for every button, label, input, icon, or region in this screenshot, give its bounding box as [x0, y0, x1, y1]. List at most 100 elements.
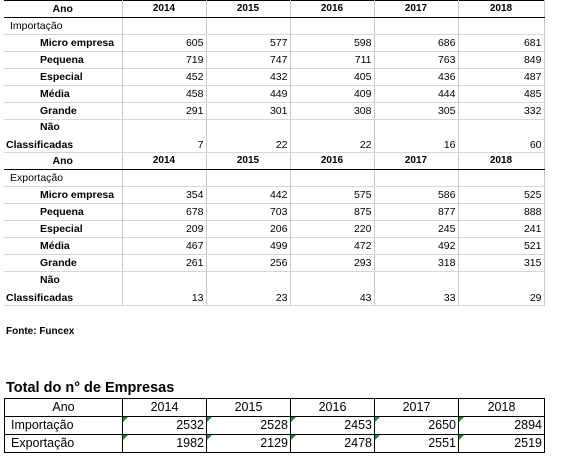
value-cell[interactable]: 305: [374, 102, 459, 120]
value-cell[interactable]: 409: [290, 85, 375, 103]
empty-cell[interactable]: [458, 17, 545, 35]
value-cell[interactable]: 43: [290, 271, 375, 306]
empty-cell[interactable]: [290, 17, 375, 35]
year-cell[interactable]: 2016: [290, 0, 375, 18]
value-cell[interactable]: 16: [374, 119, 459, 153]
empty-cell[interactable]: [290, 169, 375, 187]
value-cell[interactable]: 849: [458, 51, 545, 69]
row-label-nao-classificadas[interactable]: Não Classificadas: [4, 271, 123, 306]
year-cell[interactable]: 2014: [122, 152, 207, 170]
value-cell[interactable]: 291: [122, 102, 207, 120]
year-cell[interactable]: 2017: [374, 398, 459, 417]
value-cell[interactable]: 598: [290, 34, 375, 52]
value-cell[interactable]: 2519: [458, 434, 545, 453]
value-cell[interactable]: 60: [458, 119, 545, 153]
year-cell[interactable]: 2018: [458, 398, 545, 417]
value-cell[interactable]: 577: [206, 34, 291, 52]
value-cell[interactable]: 13: [122, 271, 207, 306]
value-cell[interactable]: 747: [206, 51, 291, 69]
header-label-cell[interactable]: Ano: [4, 398, 123, 417]
row-label[interactable]: Micro empresa: [4, 186, 123, 204]
value-cell[interactable]: 678: [122, 203, 207, 221]
row-label[interactable]: Grande: [4, 102, 123, 120]
value-cell[interactable]: 605: [122, 34, 207, 52]
year-cell[interactable]: 2018: [458, 152, 545, 170]
year-cell[interactable]: 2016: [290, 398, 375, 417]
value-cell[interactable]: 209: [122, 220, 207, 238]
row-label[interactable]: Especial: [4, 68, 123, 86]
value-cell[interactable]: 525: [458, 186, 545, 204]
value-cell[interactable]: 442: [206, 186, 291, 204]
year-cell[interactable]: 2014: [122, 398, 207, 417]
value-cell[interactable]: 261: [122, 254, 207, 272]
value-cell[interactable]: 444: [374, 85, 459, 103]
row-label[interactable]: Média: [4, 237, 123, 255]
value-cell[interactable]: 2532: [122, 416, 207, 435]
value-cell[interactable]: 318: [374, 254, 459, 272]
value-cell[interactable]: 487: [458, 68, 545, 86]
value-cell[interactable]: 1982: [122, 434, 207, 453]
section-title-export[interactable]: Exportação: [4, 169, 123, 187]
value-cell[interactable]: 575: [290, 186, 375, 204]
value-cell[interactable]: 452: [122, 68, 207, 86]
value-cell[interactable]: 2478: [290, 434, 375, 453]
value-cell[interactable]: 711: [290, 51, 375, 69]
value-cell[interactable]: 33: [374, 271, 459, 306]
value-cell[interactable]: 293: [290, 254, 375, 272]
value-cell[interactable]: 472: [290, 237, 375, 255]
year-cell[interactable]: 2017: [374, 0, 459, 18]
value-cell[interactable]: 2129: [206, 434, 291, 453]
value-cell[interactable]: 521: [458, 237, 545, 255]
value-cell[interactable]: 492: [374, 237, 459, 255]
row-label[interactable]: Importação: [4, 416, 123, 435]
value-cell[interactable]: 686: [374, 34, 459, 52]
row-label[interactable]: Pequena: [4, 203, 123, 221]
value-cell[interactable]: 458: [122, 85, 207, 103]
value-cell[interactable]: 301: [206, 102, 291, 120]
year-cell[interactable]: 2015: [206, 398, 291, 417]
value-cell[interactable]: 315: [458, 254, 545, 272]
year-cell[interactable]: 2017: [374, 152, 459, 170]
value-cell[interactable]: 241: [458, 220, 545, 238]
value-cell[interactable]: 245: [374, 220, 459, 238]
empty-cell[interactable]: [206, 169, 291, 187]
value-cell[interactable]: 2453: [290, 416, 375, 435]
value-cell[interactable]: 22: [206, 119, 291, 153]
empty-cell[interactable]: [206, 17, 291, 35]
empty-cell[interactable]: [374, 17, 459, 35]
year-cell[interactable]: 2018: [458, 0, 545, 18]
value-cell[interactable]: 586: [374, 186, 459, 204]
value-cell[interactable]: 206: [206, 220, 291, 238]
row-label[interactable]: Micro empresa: [4, 34, 123, 52]
value-cell[interactable]: 485: [458, 85, 545, 103]
row-label[interactable]: Especial: [4, 220, 123, 238]
value-cell[interactable]: 405: [290, 68, 375, 86]
value-cell[interactable]: 467: [122, 237, 207, 255]
value-cell[interactable]: 877: [374, 203, 459, 221]
row-label-nao-classificadas[interactable]: Não Classificadas: [4, 119, 123, 153]
value-cell[interactable]: 719: [122, 51, 207, 69]
value-cell[interactable]: 354: [122, 186, 207, 204]
value-cell[interactable]: 432: [206, 68, 291, 86]
value-cell[interactable]: 449: [206, 85, 291, 103]
value-cell[interactable]: 888: [458, 203, 545, 221]
value-cell[interactable]: 763: [374, 51, 459, 69]
section-title-import[interactable]: Importação: [4, 17, 123, 35]
value-cell[interactable]: 436: [374, 68, 459, 86]
value-cell[interactable]: 22: [290, 119, 375, 153]
value-cell[interactable]: 332: [458, 102, 545, 120]
value-cell[interactable]: 220: [290, 220, 375, 238]
value-cell[interactable]: 875: [290, 203, 375, 221]
row-label[interactable]: Pequena: [4, 51, 123, 69]
value-cell[interactable]: 2650: [374, 416, 459, 435]
year-cell[interactable]: 2016: [290, 152, 375, 170]
empty-cell[interactable]: [122, 17, 207, 35]
row-label[interactable]: Exportação: [4, 434, 123, 453]
value-cell[interactable]: 2551: [374, 434, 459, 453]
row-label[interactable]: Média: [4, 85, 123, 103]
year-cell[interactable]: 2015: [206, 152, 291, 170]
value-cell[interactable]: 499: [206, 237, 291, 255]
header-label-cell[interactable]: Ano: [4, 0, 123, 18]
empty-cell[interactable]: [122, 169, 207, 187]
value-cell[interactable]: 23: [206, 271, 291, 306]
